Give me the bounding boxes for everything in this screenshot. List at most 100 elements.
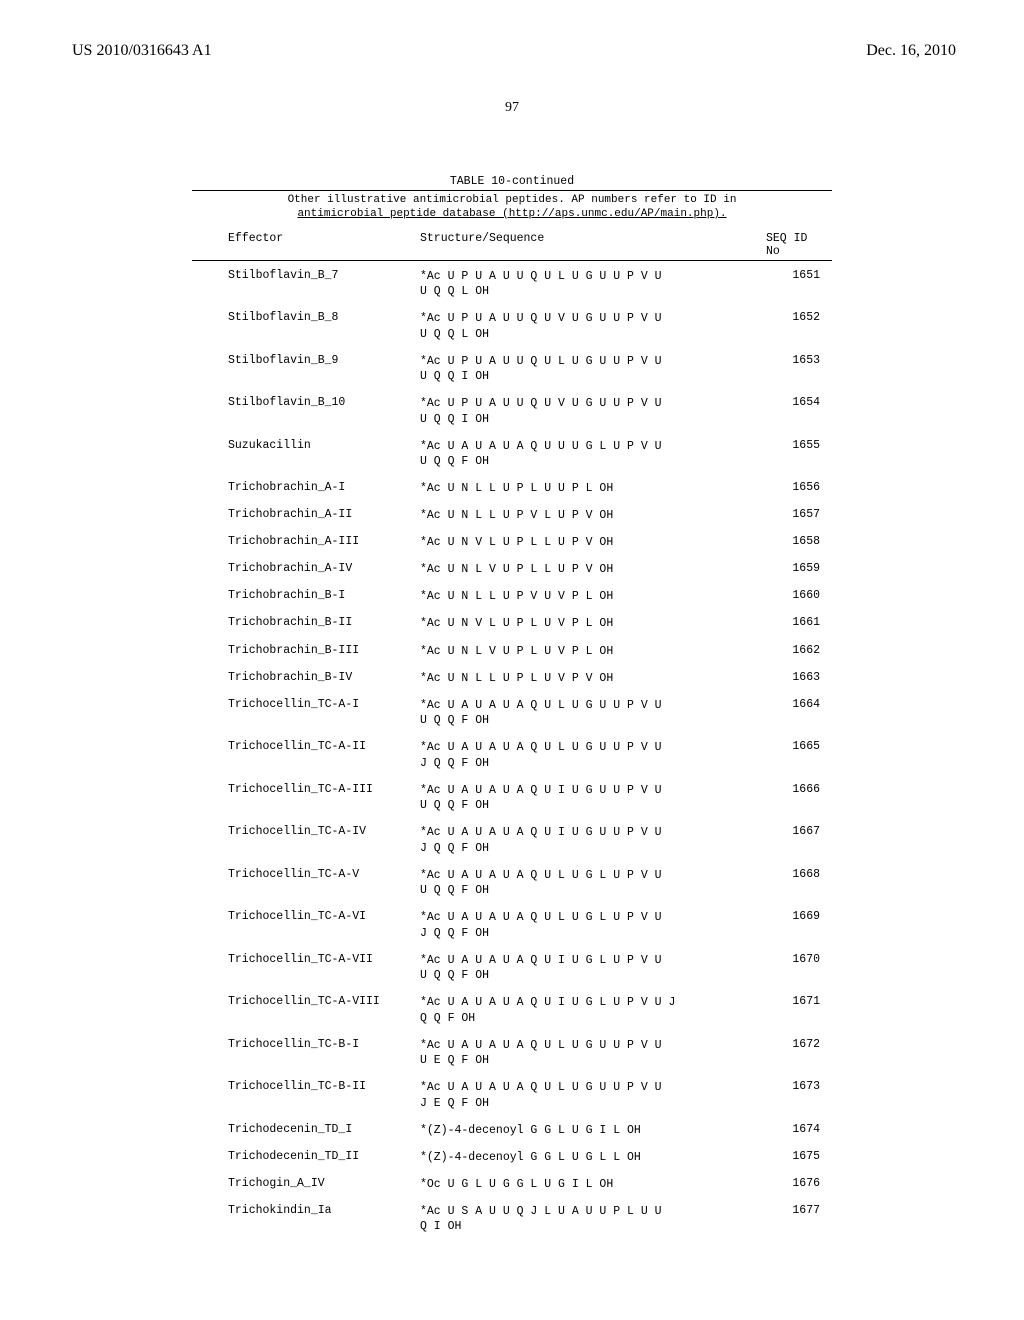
- table-caption: TABLE 10-continued: [192, 175, 832, 188]
- seqid-cell: 1652: [766, 311, 832, 342]
- effector-cell: Trichocellin_TC-A-VII: [192, 953, 392, 984]
- structure-cell: *Ac U S A U U Q J L U A U U P L U U Q I …: [392, 1204, 766, 1235]
- column-headers: Effector Structure/Sequence SEQ ID No: [192, 232, 832, 261]
- seqid-cell: 1656: [766, 481, 832, 497]
- page-number: 97: [0, 100, 1024, 116]
- effector-cell: Trichobrachin_A-II: [192, 508, 392, 524]
- table-row: Stilboflavin_B_10*Ac U P U A U U Q U V U…: [192, 396, 832, 427]
- structure-cell: *Ac U P U A U U Q U L U G U U P V U U Q …: [392, 354, 766, 385]
- seqid-cell: 1670: [766, 953, 832, 984]
- seqid-cell: 1674: [766, 1123, 832, 1139]
- structure-cell: *Ac U A U A U A Q U L U G U U P V U J Q …: [392, 740, 766, 771]
- table-row: Trichocellin_TC-A-VII*Ac U A U A U A Q U…: [192, 953, 832, 984]
- col-header-effector: Effector: [192, 232, 392, 258]
- effector-cell: Trichobrachin_B-I: [192, 589, 392, 605]
- structure-cell: *Ac U A U A U A Q U U U G L U P V U U Q …: [392, 439, 766, 470]
- seqid-cell: 1673: [766, 1080, 832, 1111]
- page-header: US 2010/0316643 A1 Dec. 16, 2010: [0, 42, 1024, 60]
- seqid-cell: 1677: [766, 1204, 832, 1235]
- seqid-cell: 1660: [766, 589, 832, 605]
- effector-cell: Stilboflavin_B_7: [192, 269, 392, 300]
- table-row: Trichodecenin_TD_II*(Z)-4-decenoyl G G L…: [192, 1150, 832, 1166]
- effector-cell: Trichocellin_TC-B-II: [192, 1080, 392, 1111]
- table-row: Suzukacillin*Ac U A U A U A Q U U U G L …: [192, 439, 832, 470]
- table-row: Trichobrachin_A-II*Ac U N L L U P V L U …: [192, 508, 832, 524]
- effector-cell: Trichogin_A_IV: [192, 1177, 392, 1193]
- effector-cell: Stilboflavin_B_8: [192, 311, 392, 342]
- seqid-cell: 1675: [766, 1150, 832, 1166]
- structure-cell: *Ac U N L L U P V U V P L OH: [392, 589, 766, 605]
- effector-cell: Trichobrachin_A-III: [192, 535, 392, 551]
- structure-cell: *Ac U A U A U A Q U L U G U U P V U U Q …: [392, 698, 766, 729]
- effector-cell: Trichokindin_Ia: [192, 1204, 392, 1235]
- table-row: Stilboflavin_B_8*Ac U P U A U U Q U V U …: [192, 311, 832, 342]
- effector-cell: Trichocellin_TC-B-I: [192, 1038, 392, 1069]
- table-row: Stilboflavin_B_7*Ac U P U A U U Q U L U …: [192, 269, 832, 300]
- seqid-bottom: No: [766, 245, 832, 258]
- table-row: Trichobrachin_B-I*Ac U N L L U P V U V P…: [192, 589, 832, 605]
- effector-cell: Trichocellin_TC-A-IV: [192, 825, 392, 856]
- seqid-cell: 1676: [766, 1177, 832, 1193]
- table-row: Trichocellin_TC-A-VI*Ac U A U A U A Q U …: [192, 910, 832, 941]
- effector-cell: Trichodecenin_TD_I: [192, 1123, 392, 1139]
- effector-cell: Stilboflavin_B_10: [192, 396, 392, 427]
- effector-cell: Suzukacillin: [192, 439, 392, 470]
- col-header-seqid: SEQ ID No: [766, 232, 832, 258]
- structure-cell: *Ac U A U A U A Q U L U G U U P V U J E …: [392, 1080, 766, 1111]
- seqid-cell: 1659: [766, 562, 832, 578]
- seqid-cell: 1662: [766, 644, 832, 660]
- seqid-cell: 1668: [766, 868, 832, 899]
- structure-cell: *Ac U P U A U U Q U V U G U U P V U U Q …: [392, 311, 766, 342]
- structure-cell: *Ac U A U A U A Q U I U G U U P V U J Q …: [392, 825, 766, 856]
- table-row: Trichocellin_TC-A-VIII*Ac U A U A U A Q …: [192, 995, 832, 1026]
- structure-cell: *Ac U N V L U P L U V P L OH: [392, 616, 766, 632]
- effector-cell: Trichocellin_TC-A-II: [192, 740, 392, 771]
- table-row: Trichocellin_TC-B-I*Ac U A U A U A Q U L…: [192, 1038, 832, 1069]
- table-row: Trichocellin_TC-B-II*Ac U A U A U A Q U …: [192, 1080, 832, 1111]
- seqid-cell: 1663: [766, 671, 832, 687]
- effector-cell: Trichocellin_TC-A-V: [192, 868, 392, 899]
- effector-cell: Trichobrachin_B-II: [192, 616, 392, 632]
- effector-cell: Trichocellin_TC-A-I: [192, 698, 392, 729]
- structure-cell: *Ac U A U A U A Q U I U G U U P V U U Q …: [392, 783, 766, 814]
- seqid-cell: 1657: [766, 508, 832, 524]
- table-row: Trichobrachin_B-IV*Ac U N L L U P L U V …: [192, 671, 832, 687]
- seqid-cell: 1654: [766, 396, 832, 427]
- effector-cell: Trichobrachin_A-I: [192, 481, 392, 497]
- seqid-cell: 1653: [766, 354, 832, 385]
- seqid-cell: 1664: [766, 698, 832, 729]
- structure-cell: *Ac U A U A U A Q U L U G L U P V U J Q …: [392, 910, 766, 941]
- seqid-cell: 1666: [766, 783, 832, 814]
- structure-cell: *Ac U N L V U P L U V P L OH: [392, 644, 766, 660]
- structure-cell: *(Z)-4-decenoyl G G L U G I L OH: [392, 1123, 766, 1139]
- seqid-cell: 1661: [766, 616, 832, 632]
- effector-cell: Trichocellin_TC-A-VIII: [192, 995, 392, 1026]
- table-row: Trichobrachin_B-II*Ac U N V L U P L U V …: [192, 616, 832, 632]
- effector-cell: Trichobrachin_A-IV: [192, 562, 392, 578]
- header-left: US 2010/0316643 A1: [72, 42, 212, 60]
- seqid-cell: 1669: [766, 910, 832, 941]
- table-row: Trichocellin_TC-A-III*Ac U A U A U A Q U…: [192, 783, 832, 814]
- structure-cell: *Ac U A U A U A Q U L U G U U P V U U E …: [392, 1038, 766, 1069]
- table-row: Trichocellin_TC-A-I*Ac U A U A U A Q U L…: [192, 698, 832, 729]
- seqid-cell: 1658: [766, 535, 832, 551]
- table-row: Trichobrachin_B-III*Ac U N L V U P L U V…: [192, 644, 832, 660]
- structure-cell: *(Z)-4-decenoyl G G L U G L L OH: [392, 1150, 766, 1166]
- table-row: Stilboflavin_B_9*Ac U P U A U U Q U L U …: [192, 354, 832, 385]
- table-row: Trichodecenin_TD_I*(Z)-4-decenoyl G G L …: [192, 1123, 832, 1139]
- peptide-table: TABLE 10-continued Other illustrative an…: [192, 175, 832, 1246]
- seqid-cell: 1671: [766, 995, 832, 1026]
- effector-cell: Trichocellin_TC-A-VI: [192, 910, 392, 941]
- effector-cell: Trichocellin_TC-A-III: [192, 783, 392, 814]
- seqid-cell: 1651: [766, 269, 832, 300]
- table-row: Trichogin_A_IV*Oc U G L U G G L U G I L …: [192, 1177, 832, 1193]
- table-row: Trichobrachin_A-III*Ac U N V L U P L L U…: [192, 535, 832, 551]
- col-header-structure: Structure/Sequence: [392, 232, 766, 258]
- table-body: Stilboflavin_B_7 *Ac U P U A U U Q U L U …: [192, 269, 832, 1235]
- structure-cell: *Ac U N L V U P L L U P V OH: [392, 562, 766, 578]
- structure-cell: *Ac U A U A U A Q U I U G L U P V U J Q …: [392, 995, 766, 1026]
- structure-cell: *Ac U N L L U P V L U P V OH: [392, 508, 766, 524]
- table-row: Trichobrachin_A-IV*Ac U N L V U P L L U …: [192, 562, 832, 578]
- table-row: Trichobrachin_A-I*Ac U N L L U P L U U P…: [192, 481, 832, 497]
- structure-cell: *Ac U A U A U A Q U L U G L U P V U U Q …: [392, 868, 766, 899]
